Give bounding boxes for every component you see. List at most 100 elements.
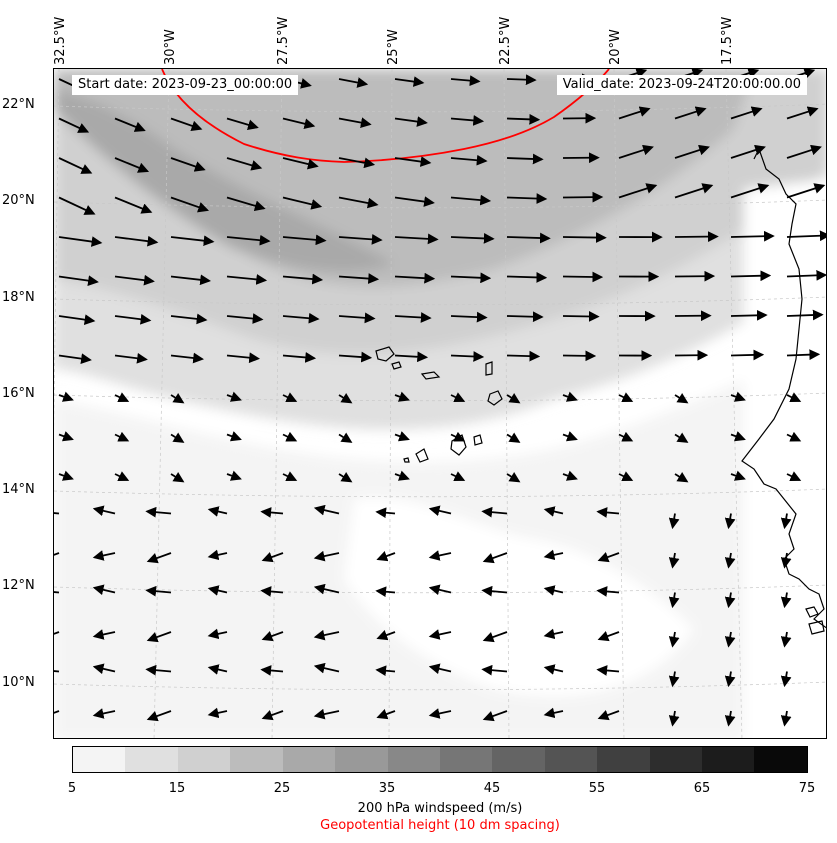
wind-arrow — [562, 431, 578, 442]
wind-arrow — [450, 392, 466, 403]
wind-arrow — [428, 505, 452, 517]
wind-arrow — [543, 664, 564, 675]
wind-arrow — [724, 671, 736, 688]
colorbar-tick-35: 35 — [378, 781, 396, 796]
wind-arrow — [282, 392, 298, 403]
wind-arrow — [313, 629, 340, 641]
wind-arrow — [58, 314, 96, 325]
geopotential-contour — [161, 69, 610, 163]
wind-arrow — [786, 309, 824, 321]
wind-arrow — [562, 191, 604, 203]
wind-arrow — [394, 196, 435, 207]
start-date-label: Start date: 2023-09-23_00:00:00 — [72, 75, 299, 95]
wind-arrow — [313, 708, 340, 720]
wind-arrow — [786, 269, 826, 281]
colorbar-cell — [702, 747, 755, 772]
wind-arrow — [207, 506, 228, 517]
wind-arrow — [54, 670, 60, 673]
wind-arrow — [54, 512, 60, 515]
wind-arrow — [786, 392, 802, 403]
wind-arrow — [226, 352, 260, 364]
wind-arrow — [618, 183, 658, 199]
wind-arrow — [506, 472, 521, 483]
wind-arrow — [58, 157, 93, 174]
wind-arrow — [506, 74, 537, 86]
colorbar-cell — [282, 747, 336, 772]
wind-arrow — [170, 274, 211, 286]
lat-label-14n: 14°N — [2, 482, 35, 497]
wind-arrow — [780, 710, 792, 727]
wind-arrow — [674, 144, 710, 159]
wind-arrow — [260, 586, 284, 597]
wind-arrow — [482, 710, 508, 722]
wind-arrow — [562, 311, 600, 322]
wind-arrow — [394, 233, 439, 245]
wind-arrow — [506, 272, 548, 283]
wind-arrow — [226, 117, 259, 131]
colorbar-cell — [649, 747, 703, 772]
wind-arrow — [481, 585, 508, 597]
wind-arrow — [394, 431, 410, 442]
colorbar-cell — [597, 747, 650, 772]
wind-arrow — [450, 233, 495, 244]
map-panel[interactable] — [53, 68, 827, 739]
wind-arrow — [668, 513, 680, 530]
wind-arrow — [282, 471, 298, 482]
wind-arrow — [786, 230, 826, 242]
wind-arrow — [394, 76, 425, 87]
wind-arrow — [668, 592, 680, 609]
wind-arrow — [226, 470, 242, 481]
wind-arrow — [780, 631, 792, 648]
lon-label-30w: 30°W — [163, 29, 178, 65]
lon-label-25w: 25°W — [386, 29, 401, 65]
wind-arrow — [450, 431, 466, 442]
wind-arrow — [506, 350, 541, 362]
wind-arrow — [730, 391, 746, 402]
wind-arrow — [376, 551, 396, 562]
wind-arrow — [450, 194, 492, 206]
wind-vectors — [54, 69, 826, 727]
island-3 — [420, 371, 441, 380]
wind-arrow — [54, 710, 60, 714]
wind-arrow — [668, 671, 680, 688]
wind-arrow — [146, 631, 172, 643]
lon-label-20w: 20°W — [608, 29, 623, 65]
colorbar-cell — [544, 747, 598, 772]
wind-arrow — [506, 393, 521, 404]
wind-arrow — [668, 631, 680, 648]
colorbar-sublabel: Geopotential height (10 dm spacing) — [320, 818, 560, 833]
wind-arrow — [170, 235, 215, 247]
wind-arrow — [170, 196, 209, 213]
colorbar-tick-25: 25 — [273, 781, 291, 796]
lat-label-22n: 22°N — [2, 97, 35, 112]
wind-arrow — [338, 393, 353, 404]
wind-arrow — [562, 470, 578, 481]
wind-arrow — [394, 312, 432, 323]
colorbar-tick-75: 75 — [798, 781, 816, 796]
wind-arrow — [506, 153, 544, 165]
wind-arrow — [596, 507, 620, 518]
wind-arrow — [506, 232, 551, 244]
colorbar-cell — [335, 747, 388, 772]
island-2 — [391, 361, 402, 370]
colorbar-tick-5: 5 — [67, 781, 77, 796]
wind-arrow — [92, 505, 116, 517]
colorbar-cell — [177, 747, 231, 772]
island-9 — [403, 457, 410, 463]
lon-label-22-5w: 22.5°W — [498, 16, 513, 65]
colorbar-tick-45: 45 — [483, 781, 501, 796]
wind-arrow — [450, 272, 492, 284]
wind-arrow — [170, 117, 203, 132]
wind-arrow — [450, 471, 466, 482]
wind-arrow — [730, 106, 763, 120]
wind-arrow — [428, 550, 452, 561]
wind-arrow — [146, 710, 172, 722]
wind-arrow — [92, 584, 116, 596]
wind-arrow — [260, 665, 284, 676]
wind-arrow — [730, 431, 746, 442]
wind-arrow — [338, 273, 380, 284]
colorbar-tick-15: 15 — [168, 781, 186, 796]
wind-arrow — [261, 552, 284, 563]
wind-arrow — [786, 431, 802, 442]
wind-arrow — [394, 470, 410, 481]
